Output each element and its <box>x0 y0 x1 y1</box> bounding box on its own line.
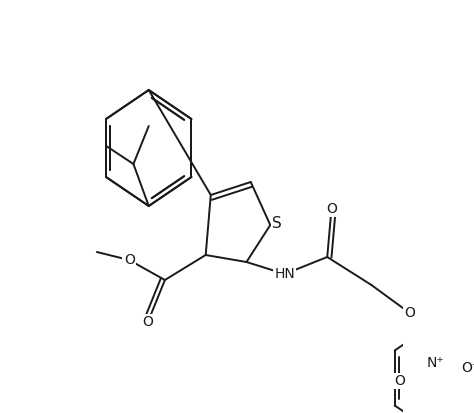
Text: O: O <box>124 253 135 267</box>
Text: O: O <box>394 374 405 388</box>
Text: O: O <box>143 315 153 329</box>
Text: O: O <box>404 306 415 320</box>
Text: S: S <box>272 216 282 230</box>
Text: O: O <box>326 202 337 216</box>
Text: HN: HN <box>274 267 295 281</box>
Text: O⁻: O⁻ <box>462 361 474 375</box>
Text: N⁺: N⁺ <box>426 356 444 370</box>
